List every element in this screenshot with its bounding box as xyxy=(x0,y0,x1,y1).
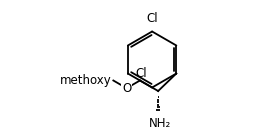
Text: Cl: Cl xyxy=(135,67,147,80)
Text: NH₂: NH₂ xyxy=(148,117,171,130)
Text: methoxy: methoxy xyxy=(60,74,112,87)
Text: Cl: Cl xyxy=(146,12,158,25)
Text: O: O xyxy=(122,82,131,95)
